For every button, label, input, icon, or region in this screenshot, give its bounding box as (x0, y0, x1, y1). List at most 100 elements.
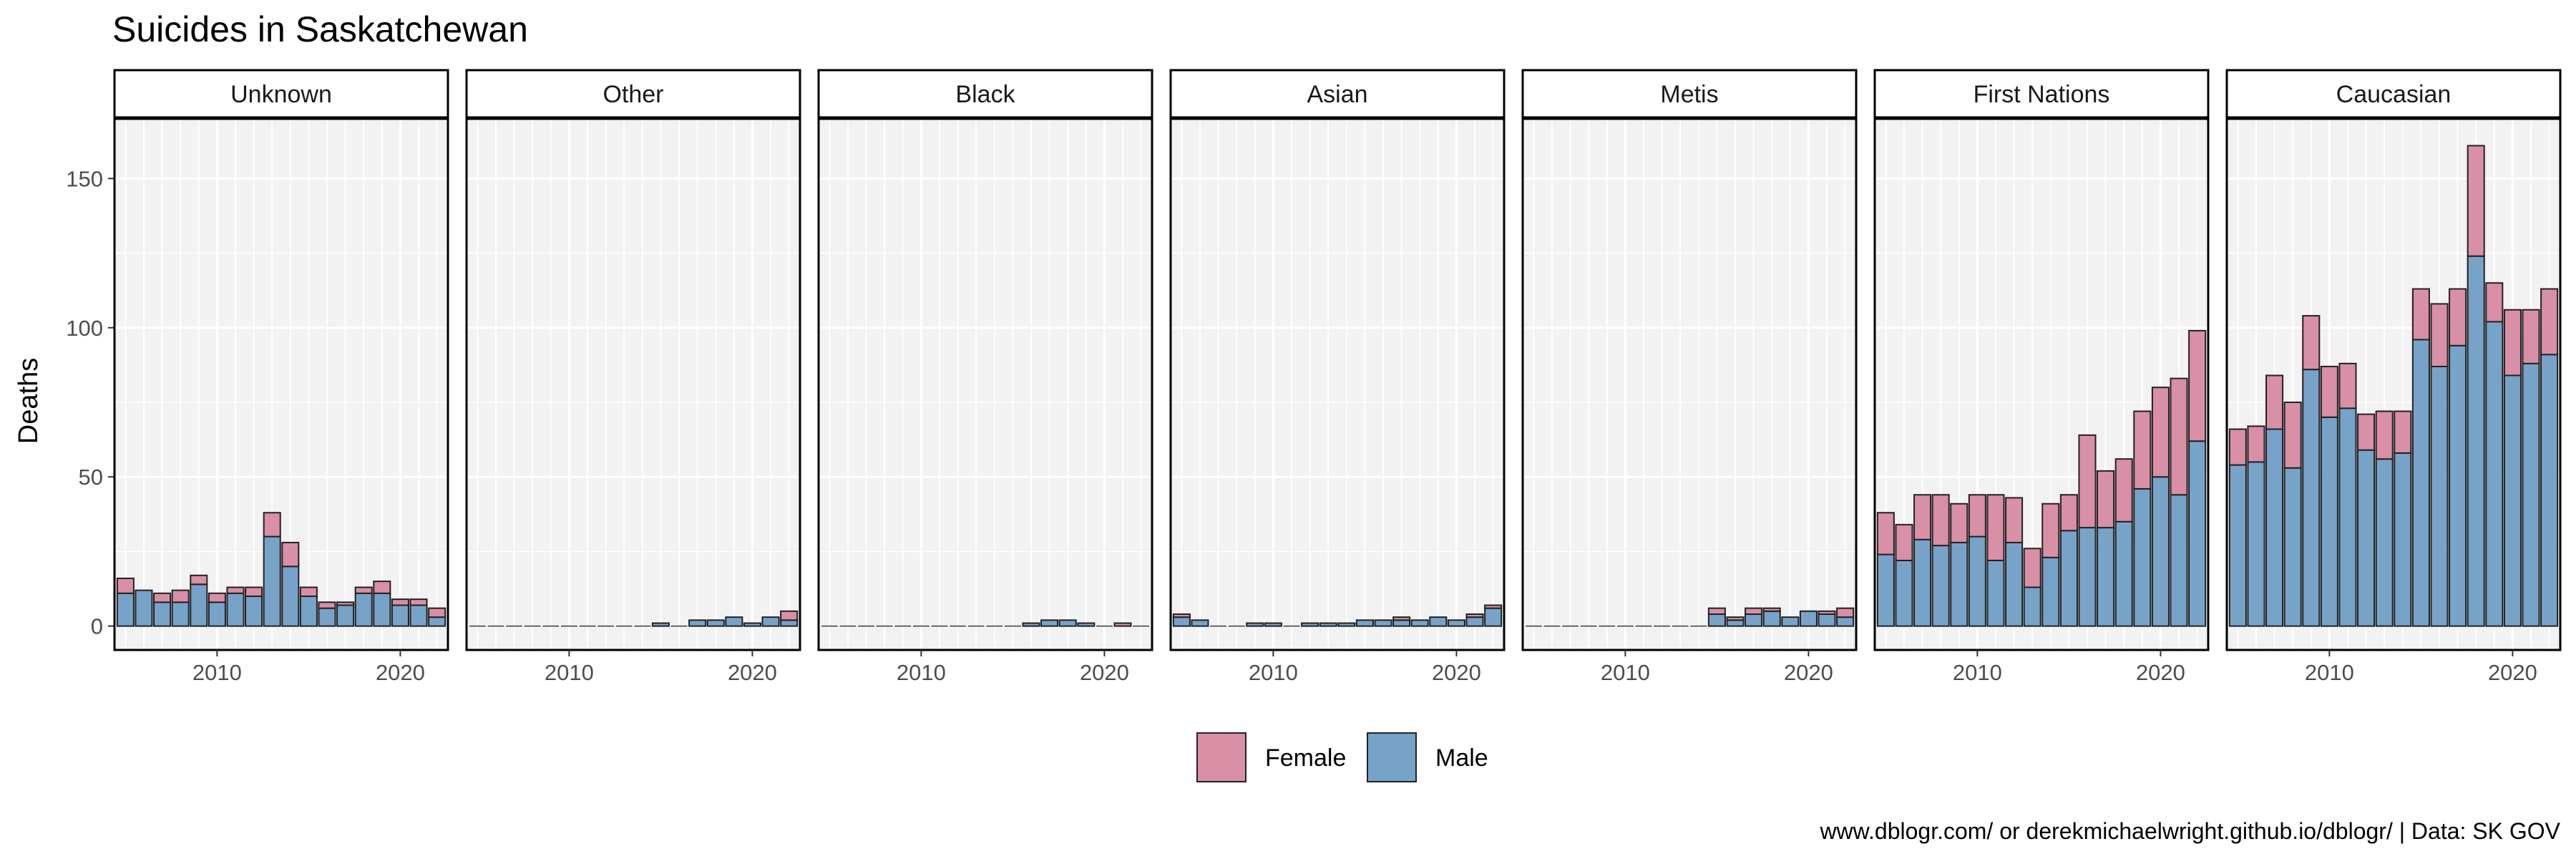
bar-male (190, 583, 208, 627)
bar-female (780, 610, 799, 621)
bar-male (2302, 369, 2321, 627)
bar-female (1392, 616, 1411, 621)
bar-female (354, 586, 373, 594)
bar-female (2151, 387, 2170, 478)
bar-female (2522, 309, 2540, 364)
bar-female (1836, 607, 1855, 618)
bar-female (245, 586, 263, 597)
x-tick-label: 2010 (545, 660, 594, 685)
plot-background (819, 119, 1152, 650)
bar-female (2041, 503, 2060, 558)
bar-male (1301, 622, 1319, 627)
bar-female (2078, 434, 2097, 529)
bar-female (208, 592, 226, 603)
bar-female (409, 598, 428, 606)
bar-male (373, 592, 391, 627)
bar-male (2485, 321, 2504, 627)
x-tick-label: 2010 (897, 660, 946, 685)
legend-swatch (1196, 732, 1246, 782)
bar-male (1836, 616, 1855, 627)
bar-female (2540, 288, 2559, 356)
bar-male (2540, 354, 2559, 627)
x-tick-label: 2020 (728, 660, 777, 685)
bar-male (2265, 428, 2284, 627)
bar-female (1762, 607, 1781, 612)
bar-male (1762, 610, 1781, 627)
bar-female (1465, 613, 1484, 618)
panel-border (2225, 117, 2562, 651)
bar-female (1931, 494, 1950, 547)
facet-strip-label: Metis (1660, 81, 1718, 108)
facet-panel-metis: Metis 2010 2020 (1521, 69, 1858, 685)
bar-female (1745, 607, 1763, 615)
bar-female (190, 574, 208, 586)
bar-male (153, 601, 172, 627)
bar-male (2357, 449, 2376, 627)
bar-male (2023, 586, 2041, 627)
bar-male (263, 535, 281, 627)
bar-female (2467, 145, 2485, 257)
bar-female (2265, 374, 2284, 430)
bar-male (725, 616, 743, 627)
x-tick-label: 2020 (1784, 660, 1833, 685)
bar-male (2114, 520, 2133, 627)
bar-male (391, 604, 409, 627)
bar-female (226, 586, 245, 594)
facet-strip (2225, 69, 2562, 119)
y-axis-title: Deaths (14, 358, 44, 444)
bar-male (761, 616, 780, 627)
bar-female (1172, 613, 1191, 618)
bar-male (226, 592, 245, 627)
bar-male (2097, 527, 2115, 627)
bar-male (1447, 619, 1465, 627)
bar-female (1484, 604, 1503, 609)
bar-female (116, 577, 135, 594)
bar-female (153, 592, 172, 603)
facet-strip-label: Black (955, 81, 1015, 108)
bar-female (1726, 616, 1745, 621)
panel-border (817, 117, 1153, 651)
facet-strip-label: Caucasian (2336, 81, 2451, 108)
bar-female (2375, 410, 2394, 460)
bar-male (245, 595, 263, 627)
plot-background (467, 119, 800, 650)
bar-male (1337, 622, 1356, 627)
bar-male (1264, 622, 1282, 627)
bar-male (409, 604, 428, 627)
facet-strip (817, 69, 1153, 119)
x-tick-label: 2010 (1601, 660, 1650, 685)
bar-male (1707, 613, 1726, 627)
bar-male (299, 595, 318, 627)
bar-male (171, 601, 190, 627)
bar-male (1913, 538, 1932, 627)
bar-male (780, 619, 799, 627)
bar-male (1726, 619, 1745, 627)
bar-female (2449, 288, 2467, 346)
x-tick-label: 2020 (376, 660, 425, 685)
bar-male (1950, 541, 1968, 627)
bar-male (135, 589, 153, 627)
bar-male (2188, 440, 2207, 627)
legend-swatch (1367, 732, 1417, 782)
bar-female (2485, 282, 2504, 323)
facet-panel-unknown: Unknown 2010 2020 (113, 69, 449, 685)
bar-male (2005, 541, 2024, 627)
bar-female (171, 589, 190, 603)
facet-strip-label: Asian (1307, 81, 1367, 108)
bar-female (391, 598, 409, 606)
bar-male (281, 566, 300, 627)
panel-border (1521, 117, 1858, 651)
bar-female (1707, 607, 1726, 615)
bar-male (1484, 607, 1503, 627)
bar-male (428, 616, 447, 627)
x-tick-label: 2020 (1080, 660, 1129, 685)
plot-background (1171, 119, 1504, 650)
facet-panels: Unknown 2010 2020 Other 2010 2020 Black 2010 202… (113, 69, 2562, 685)
bar-male (2320, 416, 2338, 627)
bar-male (688, 619, 707, 627)
bar-male (651, 622, 670, 627)
legend-label: Male (1435, 744, 1488, 772)
facet-strip (113, 69, 449, 119)
bar-male (1392, 619, 1411, 627)
